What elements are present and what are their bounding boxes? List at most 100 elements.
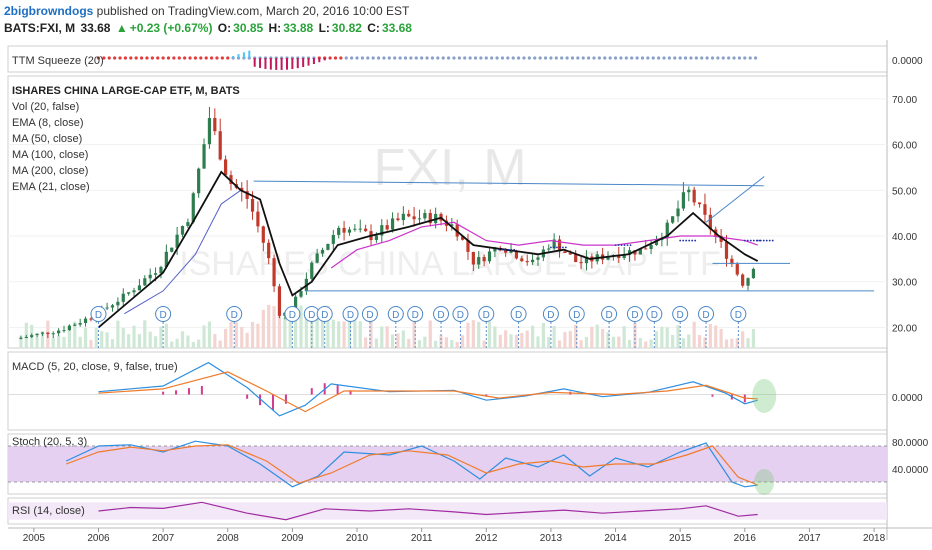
rsi-pane[interactable] bbox=[8, 501, 887, 521]
candle bbox=[67, 325, 72, 331]
volume-bar bbox=[116, 320, 120, 348]
ma100-dot bbox=[685, 239, 688, 242]
high-label: H: bbox=[268, 21, 282, 35]
ma100-dot bbox=[762, 239, 765, 242]
squeeze-dot bbox=[667, 56, 672, 60]
squeeze-dot bbox=[209, 56, 214, 60]
candle bbox=[148, 274, 152, 279]
volume-bar bbox=[611, 336, 615, 348]
volume-bar bbox=[121, 327, 125, 348]
candle bbox=[277, 286, 282, 316]
squeeze-dot bbox=[166, 56, 171, 60]
volume-bar bbox=[191, 341, 195, 348]
candle bbox=[35, 333, 39, 336]
dividend-label: D bbox=[573, 310, 580, 321]
squeeze-dot bbox=[737, 56, 742, 60]
volume-bar bbox=[703, 337, 707, 348]
squeeze-dot bbox=[350, 56, 354, 60]
squeeze-dot bbox=[630, 56, 634, 60]
stoch-label[interactable]: Stoch (20, 5, 3) bbox=[12, 436, 87, 448]
indicator-vol[interactable]: Vol (20, false) bbox=[12, 101, 79, 113]
candle bbox=[536, 257, 540, 260]
squeeze-dot bbox=[457, 56, 461, 60]
ma100-dot bbox=[507, 248, 510, 251]
volume-bar bbox=[202, 325, 206, 348]
squeeze-bar bbox=[269, 58, 272, 70]
dividend-label: D bbox=[321, 310, 328, 321]
candle bbox=[337, 227, 341, 235]
rsi-label[interactable]: RSI (14, close) bbox=[12, 505, 85, 517]
squeeze-dot bbox=[145, 56, 149, 60]
candle bbox=[250, 198, 255, 212]
macd-pane[interactable] bbox=[8, 361, 887, 417]
volume-bar bbox=[100, 331, 104, 348]
dividend-marker bbox=[155, 306, 172, 322]
dividend-marker bbox=[361, 306, 378, 322]
candle bbox=[175, 234, 179, 248]
squeeze-dot bbox=[603, 56, 607, 60]
symbol-label[interactable]: BATS:FXI, M bbox=[4, 21, 76, 35]
indicator-ma200[interactable]: MA (200, close) bbox=[12, 165, 88, 177]
squeeze-dot bbox=[635, 56, 639, 60]
candles bbox=[19, 106, 756, 340]
time-tick-label: 2017 bbox=[798, 533, 821, 544]
candle bbox=[294, 296, 298, 310]
ma100-dot bbox=[682, 239, 685, 242]
volume-bar bbox=[127, 334, 131, 348]
price-tick-label: 50.00 bbox=[892, 186, 917, 197]
squeeze-pane[interactable] bbox=[96, 50, 758, 70]
squeeze-dot bbox=[479, 56, 483, 60]
squeeze-dot bbox=[570, 56, 575, 60]
dividend-marker bbox=[730, 306, 747, 322]
squeeze-dot bbox=[473, 56, 478, 60]
time-tick-label: 2010 bbox=[346, 533, 369, 544]
candle bbox=[46, 332, 50, 335]
macd-histogram-bar bbox=[175, 390, 178, 395]
squeeze-dot bbox=[495, 56, 499, 60]
volume-bar bbox=[148, 331, 152, 348]
dividend-label: D bbox=[651, 310, 658, 321]
squeeze-dot bbox=[193, 56, 198, 60]
volume-bar bbox=[649, 339, 653, 348]
stoch-40-label: 40.0000 bbox=[892, 465, 929, 476]
squeeze-label[interactable]: TTM Squeeze (20) bbox=[12, 55, 104, 67]
ma100-dot bbox=[756, 239, 759, 242]
volume-bar bbox=[369, 320, 373, 348]
indicator-ma50[interactable]: MA (50, close) bbox=[12, 133, 82, 145]
indicator-ema8[interactable]: EMA (8, close) bbox=[12, 117, 84, 129]
ma100-dot bbox=[556, 246, 558, 249]
candle bbox=[347, 229, 352, 233]
candle bbox=[116, 301, 120, 306]
time-tick-label: 2007 bbox=[152, 533, 175, 544]
time-tick-label: 2005 bbox=[23, 533, 46, 544]
candle bbox=[719, 235, 723, 242]
stoch-band bbox=[8, 446, 887, 482]
author-link[interactable]: 2bigbrowndogs bbox=[4, 4, 94, 18]
candle bbox=[407, 213, 411, 217]
candle bbox=[692, 189, 696, 203]
squeeze-dot bbox=[188, 56, 192, 60]
candle bbox=[396, 218, 400, 221]
squeeze-dot bbox=[360, 56, 365, 60]
ma100-dot bbox=[501, 248, 504, 251]
macd-label[interactable]: MACD (5, 20, close, 9, false, true) bbox=[12, 361, 178, 373]
volume-bar bbox=[40, 331, 45, 348]
dividend-marker bbox=[672, 306, 689, 322]
indicator-ema21[interactable]: EMA (21, close) bbox=[12, 181, 90, 193]
ma100-dot bbox=[617, 244, 620, 247]
stoch-pane[interactable] bbox=[8, 440, 887, 495]
volume-bar bbox=[164, 323, 168, 348]
ma100-dot bbox=[565, 246, 567, 249]
macd-histogram-bar bbox=[187, 388, 190, 395]
candle bbox=[530, 259, 535, 263]
volume-bar bbox=[331, 319, 335, 348]
candle bbox=[137, 285, 142, 291]
candle bbox=[520, 258, 524, 262]
indicator-ma100[interactable]: MA (100, close) bbox=[12, 149, 88, 161]
squeeze-dot bbox=[753, 56, 758, 60]
squeeze-dot bbox=[613, 56, 618, 60]
squeeze-dot bbox=[452, 56, 456, 60]
squeeze-dot bbox=[608, 56, 612, 60]
